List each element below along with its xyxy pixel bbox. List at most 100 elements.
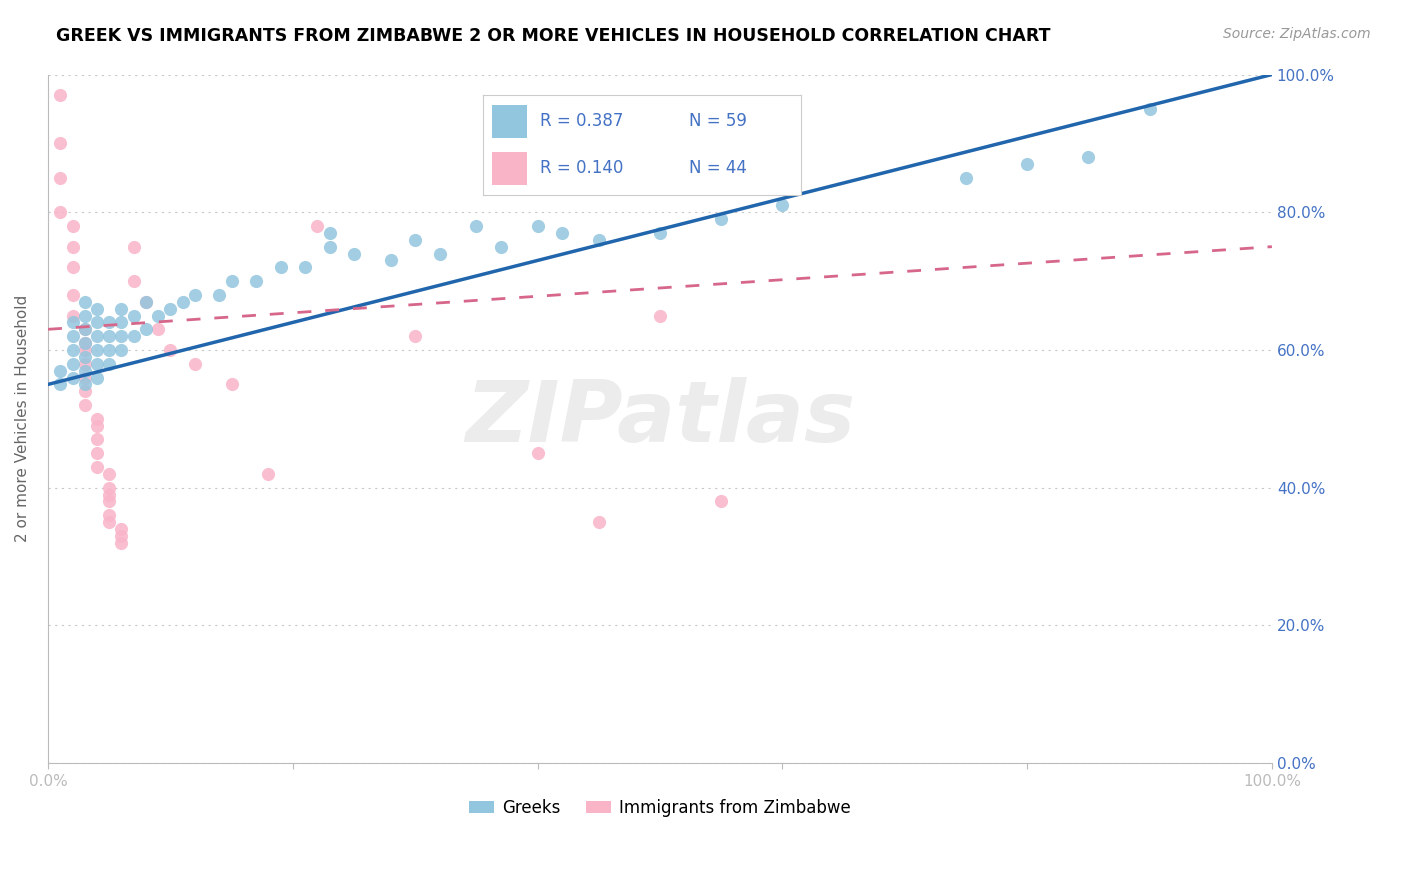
Point	[110, 315, 132, 329]
Point	[221, 377, 243, 392]
Point	[73, 398, 96, 412]
Point	[270, 260, 292, 275]
Point	[62, 370, 84, 384]
Point	[257, 467, 280, 481]
Point	[380, 253, 402, 268]
Point	[159, 343, 181, 357]
Point	[208, 288, 231, 302]
Point	[98, 329, 121, 343]
Point	[98, 357, 121, 371]
Point	[86, 433, 108, 447]
Point	[73, 294, 96, 309]
Point	[86, 315, 108, 329]
Point	[73, 336, 96, 351]
Point	[86, 418, 108, 433]
Point	[62, 343, 84, 357]
Point	[110, 343, 132, 357]
Point	[159, 301, 181, 316]
Point	[110, 529, 132, 543]
Point	[73, 322, 96, 336]
Point	[148, 322, 170, 336]
Point	[122, 240, 145, 254]
Point	[62, 260, 84, 275]
Point	[148, 309, 170, 323]
Point	[1077, 150, 1099, 164]
Point	[526, 219, 548, 233]
Point	[49, 136, 72, 151]
Point	[98, 343, 121, 357]
Point	[86, 370, 108, 384]
Point	[1017, 157, 1039, 171]
Point	[62, 357, 84, 371]
Point	[318, 240, 340, 254]
Point	[710, 212, 733, 227]
Point	[404, 233, 426, 247]
Point	[73, 350, 96, 364]
Point	[221, 274, 243, 288]
Point	[73, 370, 96, 384]
Point	[73, 377, 96, 392]
Y-axis label: 2 or more Vehicles in Household: 2 or more Vehicles in Household	[15, 295, 30, 542]
Point	[122, 309, 145, 323]
Point	[648, 309, 671, 323]
Point	[62, 309, 84, 323]
Point	[62, 288, 84, 302]
Point	[526, 446, 548, 460]
Point	[98, 481, 121, 495]
Point	[294, 260, 316, 275]
Point	[73, 322, 96, 336]
Point	[551, 226, 574, 240]
Point	[307, 219, 329, 233]
Point	[770, 198, 793, 212]
Point	[73, 357, 96, 371]
Point	[62, 240, 84, 254]
Text: ZIPatlas: ZIPatlas	[465, 377, 855, 460]
Point	[135, 294, 157, 309]
Point	[1139, 102, 1161, 116]
Text: Source: ZipAtlas.com: Source: ZipAtlas.com	[1223, 27, 1371, 41]
Point	[122, 274, 145, 288]
Point	[122, 329, 145, 343]
Point	[62, 329, 84, 343]
Point	[73, 336, 96, 351]
Point	[110, 301, 132, 316]
Point	[73, 309, 96, 323]
Point	[73, 363, 96, 377]
Point	[245, 274, 267, 288]
Point	[588, 515, 610, 529]
Point	[429, 246, 451, 260]
Point	[86, 412, 108, 426]
Point	[49, 170, 72, 185]
Point	[49, 205, 72, 219]
Point	[98, 515, 121, 529]
Point	[62, 219, 84, 233]
Point	[86, 343, 108, 357]
Point	[86, 446, 108, 460]
Point	[648, 226, 671, 240]
Point	[86, 357, 108, 371]
Point	[49, 88, 72, 103]
Point	[343, 246, 366, 260]
Text: GREEK VS IMMIGRANTS FROM ZIMBABWE 2 OR MORE VEHICLES IN HOUSEHOLD CORRELATION CH: GREEK VS IMMIGRANTS FROM ZIMBABWE 2 OR M…	[56, 27, 1050, 45]
Point	[98, 467, 121, 481]
Point	[49, 363, 72, 377]
Point	[86, 301, 108, 316]
Point	[489, 240, 512, 254]
Point	[110, 329, 132, 343]
Point	[62, 315, 84, 329]
Point	[110, 535, 132, 549]
Point	[135, 322, 157, 336]
Point	[135, 294, 157, 309]
Point	[98, 494, 121, 508]
Point	[86, 460, 108, 475]
Point	[110, 522, 132, 536]
Legend: Greeks, Immigrants from Zimbabwe: Greeks, Immigrants from Zimbabwe	[463, 792, 858, 823]
Point	[73, 384, 96, 399]
Point	[588, 233, 610, 247]
Point	[98, 508, 121, 523]
Point	[955, 170, 977, 185]
Point	[184, 357, 207, 371]
Point	[98, 487, 121, 501]
Point	[49, 377, 72, 392]
Point	[318, 226, 340, 240]
